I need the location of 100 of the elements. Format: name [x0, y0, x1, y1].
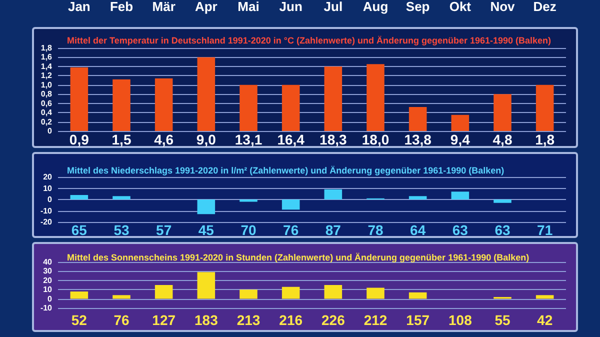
y-tick-label: 20 — [43, 172, 53, 182]
text: 13,1 — [234, 132, 262, 148]
x-tick-label: Feb — [110, 0, 134, 14]
bar — [536, 84, 554, 131]
text: 127 — [152, 312, 176, 328]
x-tick-label: Aug — [362, 0, 388, 14]
bar — [282, 84, 300, 131]
bar — [70, 195, 88, 200]
x-tick-label: Jun — [279, 0, 302, 14]
bar — [324, 189, 342, 200]
y-tick-label: 10 — [43, 184, 53, 193]
x-tick-label: Sep — [406, 0, 430, 14]
text: 4,6 — [154, 132, 174, 148]
x-tick-label: Mai — [238, 0, 260, 14]
annotation: 53 — [114, 222, 130, 238]
y-tick-label: 20 — [43, 276, 53, 285]
bar — [197, 272, 216, 299]
bar — [197, 200, 216, 214]
y-tick-label: 0,4 — [40, 108, 53, 118]
annotation: 64 — [410, 222, 426, 238]
text: 1,5 — [112, 132, 132, 148]
bar — [282, 200, 300, 210]
bar — [324, 285, 342, 299]
annotation: 76 — [283, 222, 299, 238]
text: 16,4 — [277, 132, 305, 148]
chart-title: Mittel des Sonnenscheins 1991-2020 in Stunden (Zahlenwerte) und Änderung gegenüber 1961-1990 (Balken) — [67, 252, 530, 262]
text: 157 — [406, 312, 430, 328]
y-tick-label: 1,4 — [40, 62, 53, 71]
annotation: 63 — [452, 222, 468, 238]
bar — [197, 57, 216, 131]
bar — [324, 66, 342, 131]
y-tick-label: -10 — [40, 206, 53, 216]
y-tick-label: 0 — [48, 126, 53, 136]
y-tick-label: 1,2 — [40, 71, 53, 80]
x-tick-label: Mär — [152, 0, 176, 14]
annotation: 70 — [240, 222, 256, 238]
x-tick-label: Jan — [68, 0, 90, 14]
bar — [240, 84, 258, 131]
x-tick-label: Okt — [449, 0, 472, 14]
bar — [154, 285, 173, 299]
text: 213 — [236, 312, 260, 328]
text: 1,8 — [535, 132, 555, 148]
y-tick-label: 1,8 — [40, 44, 53, 52]
bar — [366, 64, 384, 131]
x-tick-label: Apr — [194, 0, 218, 14]
y-tick-label: 1,0 — [40, 80, 53, 90]
bar — [112, 79, 130, 131]
bar — [408, 292, 427, 299]
text: 0,9 — [69, 132, 90, 148]
bar — [366, 288, 384, 299]
text: 76 — [114, 312, 130, 328]
y-tick-label: 30 — [43, 266, 53, 276]
bar — [451, 114, 470, 131]
text: 52 — [71, 312, 88, 328]
y-tick-label: 0,2 — [40, 117, 53, 126]
text: 18,3 — [320, 132, 348, 148]
bar — [451, 192, 470, 200]
y-tick-label: 10 — [43, 285, 53, 294]
x-tick-label: Nov — [490, 0, 516, 14]
x-tick-label: Dez — [533, 0, 557, 14]
annotation: 71 — [537, 222, 553, 238]
bar — [282, 286, 300, 299]
y-tick-label: 0 — [48, 195, 53, 204]
x-tick-label: Jul — [324, 0, 343, 14]
text: 226 — [321, 312, 346, 328]
y-tick-label: 0 — [48, 294, 53, 304]
text: 212 — [364, 312, 388, 328]
text: 9,4 — [450, 132, 470, 148]
text: 9,0 — [196, 132, 216, 148]
bar — [536, 295, 554, 299]
bar — [112, 295, 130, 299]
text: 108 — [448, 312, 472, 328]
annotation: 87 — [325, 222, 342, 238]
bar — [154, 78, 173, 131]
bar — [112, 196, 130, 200]
annotation: 63 — [494, 222, 510, 238]
bar — [70, 67, 88, 131]
bar — [494, 200, 512, 203]
text: 216 — [279, 312, 303, 328]
text: 4,8 — [492, 132, 512, 148]
annotation: 45 — [198, 222, 214, 238]
text: 13,8 — [404, 132, 432, 148]
bar — [70, 291, 88, 299]
y-tick-label: -20 — [40, 218, 53, 226]
bar — [408, 196, 427, 200]
bar — [494, 94, 512, 131]
text: 18,0 — [362, 132, 390, 148]
y-tick-label: 0,8 — [40, 90, 53, 99]
y-tick-label: 40 — [43, 258, 53, 266]
annotation: 78 — [368, 222, 384, 238]
y-tick-label: -10 — [40, 304, 53, 312]
chart-title: Mittel der Temperatur in Deutschland 1991-2020 in °C (Zahlenwerte) und Änderung gegenüber 1961-1990 (Balken) — [67, 36, 552, 46]
text: 42 — [537, 312, 553, 328]
bar — [240, 290, 258, 299]
chart-title: Mittel des Niederschlags 1991-2020 in l/m² (Zahlenwerte) und Änderung gegenüber 1961-1990 (Balken) — [67, 166, 504, 176]
bar — [408, 107, 427, 131]
y-tick-label: 1,6 — [40, 52, 53, 62]
y-tick-label: 0,6 — [40, 98, 53, 108]
text: 55 — [494, 312, 510, 328]
text: 183 — [194, 312, 218, 328]
